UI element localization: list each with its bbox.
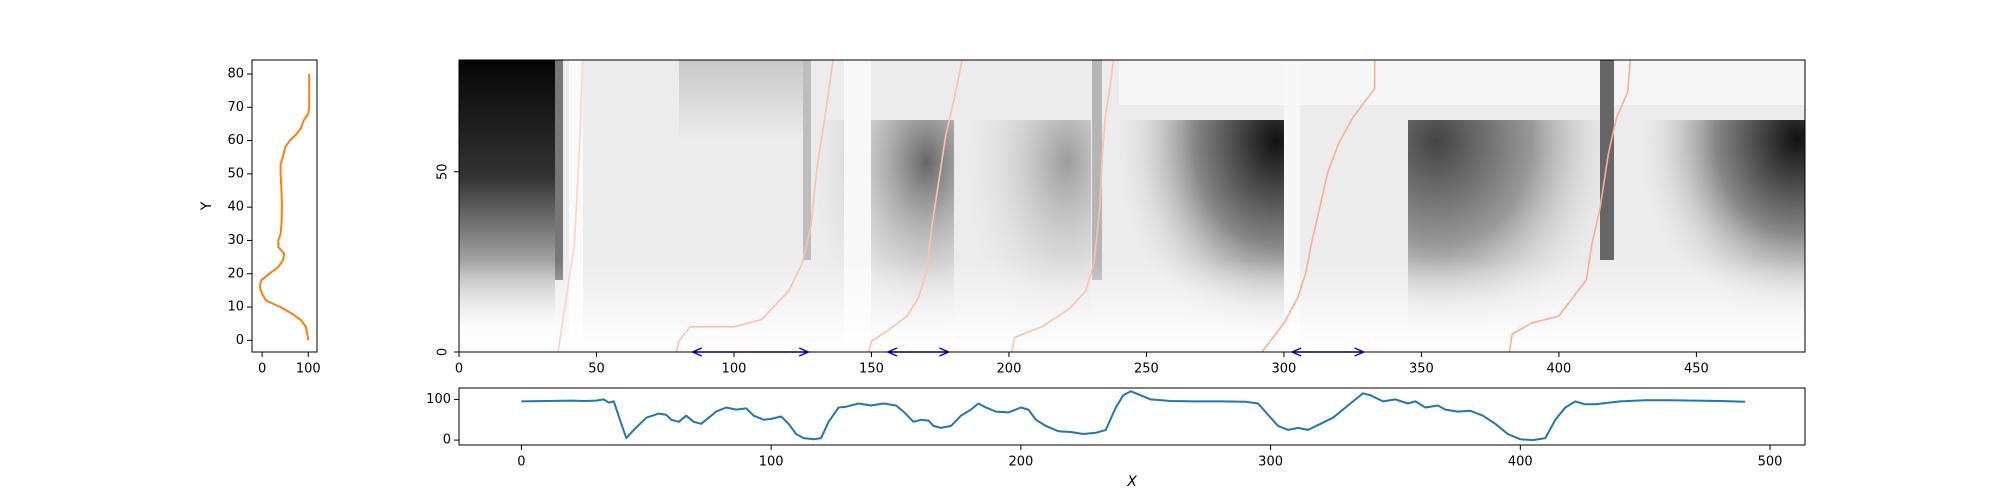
y-tick-label: 80 xyxy=(227,66,244,81)
x-tick-label: 100 xyxy=(722,362,747,377)
line-series xyxy=(258,74,311,341)
axes-frame xyxy=(458,387,1806,446)
x-axis-label: X xyxy=(1126,474,1137,490)
y-axis-label: Y xyxy=(199,201,215,211)
x-tick-label: 400 xyxy=(1508,455,1533,470)
x-tick-label: 250 xyxy=(1134,362,1159,377)
x-tick-label: 200 xyxy=(1008,455,1033,470)
y-tick-label: 40 xyxy=(227,200,244,215)
x-tick-label: 0 xyxy=(455,362,463,377)
x-tick-label: 400 xyxy=(1546,362,1571,377)
y-tick-label: 100 xyxy=(426,392,451,407)
x-tick-label: 100 xyxy=(296,362,321,377)
x-tick-label: 300 xyxy=(1258,455,1283,470)
x-tick-label: 0 xyxy=(258,362,266,377)
x-tick-label: 300 xyxy=(1272,362,1297,377)
axes-frame xyxy=(251,59,318,353)
seam-path xyxy=(557,59,584,353)
x-tick-label: 150 xyxy=(859,362,884,377)
x-tick-label: 450 xyxy=(1684,362,1709,377)
x-tick-label: 350 xyxy=(1409,362,1434,377)
y-tick-label: 0 xyxy=(236,333,244,348)
seam-path xyxy=(867,59,963,353)
heatmap-image xyxy=(459,60,1805,352)
y-tick-label: 20 xyxy=(227,266,244,281)
x-tick-label: 50 xyxy=(588,362,605,377)
y-tick-label: 60 xyxy=(227,133,244,148)
line-series xyxy=(521,390,1746,442)
seam-path xyxy=(1010,59,1115,353)
y-tick-label: 0 xyxy=(436,348,451,356)
y-tick-label: 70 xyxy=(227,100,244,115)
x-tick-label: 100 xyxy=(759,455,784,470)
y-tick-label: 0 xyxy=(443,433,451,448)
x-tick-label: 200 xyxy=(997,362,1022,377)
axes-frame xyxy=(458,59,1806,353)
y-tick-label: 50 xyxy=(436,163,451,180)
seam-path xyxy=(1261,60,1376,353)
x-tick-label: 0 xyxy=(517,455,525,470)
y-tick-label: 30 xyxy=(227,233,244,248)
seam-path xyxy=(675,59,834,353)
seam-path xyxy=(1508,59,1632,353)
y-tick-label: 10 xyxy=(227,300,244,315)
x-tick-label: 500 xyxy=(1758,455,1783,470)
y-tick-label: 50 xyxy=(227,166,244,181)
